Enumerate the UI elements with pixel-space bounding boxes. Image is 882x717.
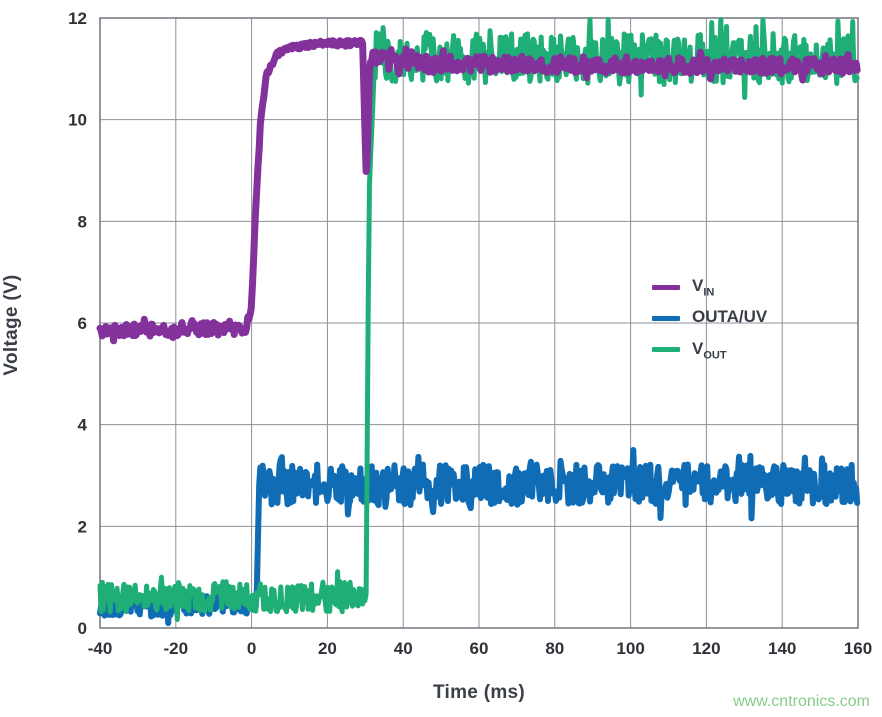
x-tick-label: 40 <box>394 639 413 658</box>
legend: VIN OUTA/UV VOUT <box>652 276 767 361</box>
y-tick-label: 10 <box>68 111 87 130</box>
y-tick-label: 0 <box>78 619 87 638</box>
watermark-link[interactable]: www.cntronics.com <box>733 693 870 710</box>
y-tick-label: 4 <box>78 416 88 435</box>
legend-item-vin: VIN <box>652 276 767 298</box>
legend-item-outa-uv: OUTA/UV <box>652 307 767 329</box>
x-tick-label: 140 <box>768 639 796 658</box>
legend-swatch-vout <box>652 347 680 353</box>
x-tick-label: -20 <box>164 639 189 658</box>
legend-swatch-outa-uv <box>652 316 680 322</box>
legend-label-vout: VOUT <box>692 338 727 362</box>
x-tick-label: 160 <box>844 639 872 658</box>
plot-border <box>99 17 859 629</box>
y-tick-label: 2 <box>78 517 87 536</box>
x-axis-label: Time (ms) <box>432 682 526 703</box>
legend-item-vout: VOUT <box>652 339 767 361</box>
x-tick-label: 120 <box>692 639 720 658</box>
x-tick-label: -40 <box>88 639 113 658</box>
x-tick-label: 60 <box>470 639 489 658</box>
x-tick-label: 0 <box>247 639 256 658</box>
x-tick-label: 100 <box>616 639 644 658</box>
y-axis-label: Voltage (V) <box>1 274 22 376</box>
legend-label-vin: VIN <box>692 276 715 299</box>
y-tick-label: 6 <box>78 314 87 333</box>
trace-outa-uv <box>97 447 861 627</box>
x-tick-label: 20 <box>318 639 337 658</box>
legend-label-outa-uv: OUTA/UV <box>692 307 768 327</box>
trace-vin <box>96 36 861 345</box>
y-tick-label: 12 <box>68 9 87 28</box>
x-tick-label: 80 <box>545 639 564 658</box>
y-tick-label: 8 <box>78 212 87 231</box>
legend-swatch-vin <box>652 284 680 290</box>
